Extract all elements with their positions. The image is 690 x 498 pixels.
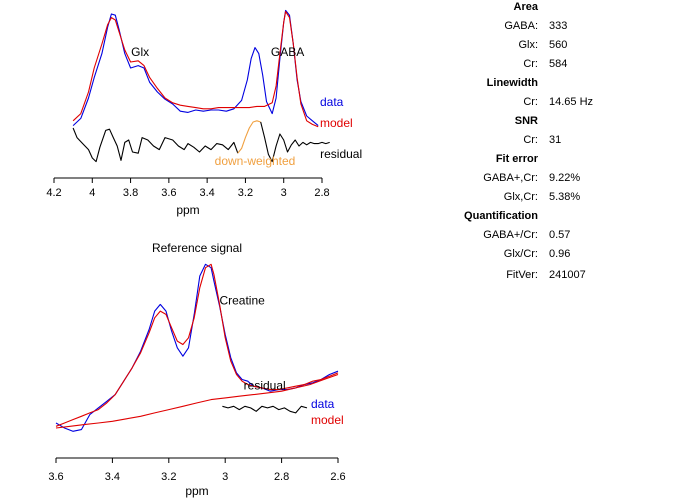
x-tick-label: 3.4 xyxy=(199,187,214,199)
annotation-gaba: GABA xyxy=(271,45,304,59)
stats-label: Cr: xyxy=(523,134,538,146)
x-tick-label: 3 xyxy=(222,471,228,483)
stats-label: Glx: xyxy=(518,39,538,51)
stats-label: Glx/Cr: xyxy=(503,248,538,260)
series-residual-line-3 xyxy=(222,405,308,414)
annotation-creatine: Creatine xyxy=(219,293,265,307)
chart-title: Reference signal xyxy=(152,241,242,255)
x-tick-label: 3.8 xyxy=(123,187,138,199)
stats-header-quantification: Quantification xyxy=(464,210,538,222)
series-data-line-0 xyxy=(55,263,339,432)
stats-value: 14.65 Hz xyxy=(549,96,594,108)
legend-model: model xyxy=(320,116,353,130)
stats-value: 5.38% xyxy=(549,191,581,203)
stats-header-fit-error: Fit error xyxy=(495,153,538,165)
chart-reference: Reference signal 3.6 3.4 3.2 3 2.8 2.6 ppm Creat… xyxy=(48,241,345,498)
stats-label: Cr: xyxy=(523,96,538,108)
x-tick-label: 4 xyxy=(89,187,95,199)
stats-label: Glx,Cr: xyxy=(503,191,538,203)
stats-value: 0.96 xyxy=(549,248,571,260)
x-tick-label: 4.2 xyxy=(46,187,61,199)
legend-data: data xyxy=(311,397,335,411)
stats-value: 0.57 xyxy=(549,229,571,241)
annotation-residual: residual xyxy=(244,379,286,393)
stats-value: 333 xyxy=(549,20,568,32)
annotation-residual: residual xyxy=(320,147,362,161)
fitver-label: FitVer: xyxy=(506,269,538,281)
series-model-line-2 xyxy=(55,373,339,429)
x-tick-label: 2.8 xyxy=(274,471,289,483)
series-residual-line-3 xyxy=(237,120,261,154)
stats-label: Cr: xyxy=(523,58,538,70)
annotation-glx: Glx xyxy=(131,45,149,59)
stats-value: 9.22% xyxy=(549,172,581,184)
annotation-down-weighted: down-weighted xyxy=(215,154,296,168)
x-tick-label: 3.2 xyxy=(161,471,176,483)
x-tick-label: 2.8 xyxy=(314,187,329,199)
stats-header-linewidth: Linewidth xyxy=(486,77,538,89)
stats-value: 584 xyxy=(549,58,568,70)
x-axis-label: ppm xyxy=(176,203,199,217)
x-tick-label: 3.2 xyxy=(238,187,253,199)
stats-header-snr: SNR xyxy=(514,115,538,127)
series-model-line-1 xyxy=(72,11,319,128)
series-data-line-0 xyxy=(72,9,319,127)
stats-label: GABA+,Cr: xyxy=(483,172,538,184)
stats-label: GABA+/Cr: xyxy=(483,229,538,241)
x-tick-label: 3 xyxy=(281,187,287,199)
legend-model: model xyxy=(311,413,344,427)
stats-header-area: Area xyxy=(513,1,538,13)
stats-value: 560 xyxy=(549,39,568,51)
x-tick-label: 3.6 xyxy=(48,471,63,483)
stats-label: GABA: xyxy=(504,20,538,32)
fitver-value: 241007 xyxy=(549,269,586,281)
stats-value: 31 xyxy=(549,134,562,146)
x-axis-label: ppm xyxy=(185,484,208,498)
x-tick-label: 3.4 xyxy=(105,471,120,483)
x-tick-label: 3.6 xyxy=(161,187,176,199)
chart-gaba: 4.2 4 3.8 3.6 3.4 3.2 3 2.8 ppm Glx GABA residual do… xyxy=(46,9,362,217)
series-residual-line-2 xyxy=(72,127,239,163)
legend-data: data xyxy=(320,95,344,109)
series-residual-line-4 xyxy=(260,121,330,163)
series-model-line-1 xyxy=(55,263,339,427)
x-tick-label: 2.6 xyxy=(330,471,345,483)
